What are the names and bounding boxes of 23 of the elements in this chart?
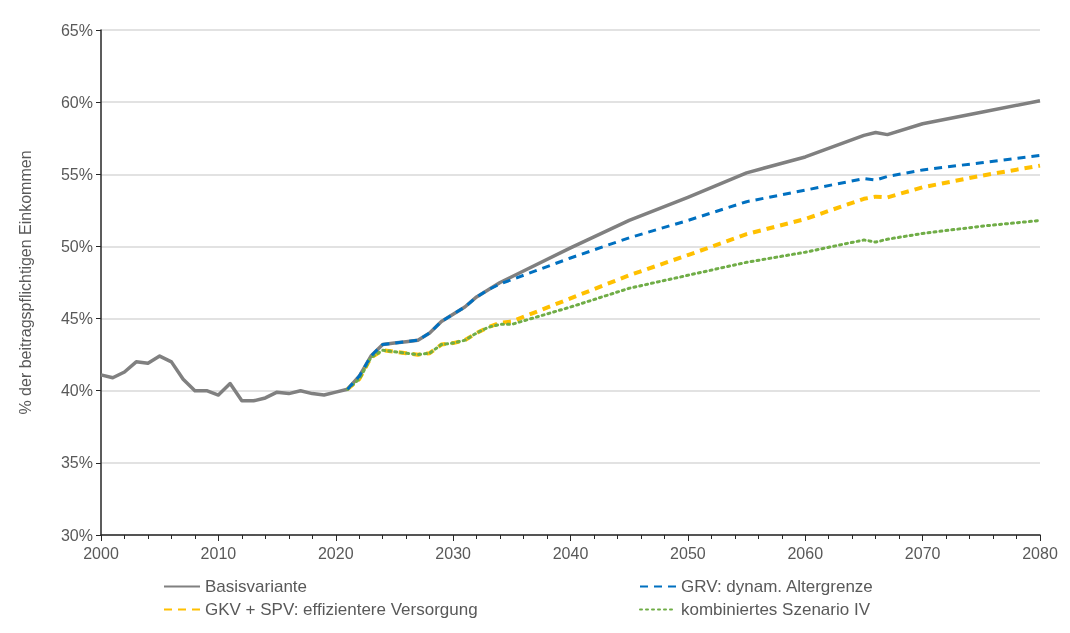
x-tick-label: 2050 <box>670 544 706 562</box>
x-tick-label: 2000 <box>83 544 119 562</box>
x-tick-label: 2080 <box>1022 544 1058 562</box>
y-tick-label: 35% <box>60 454 93 472</box>
y-tick-label: 55% <box>60 165 93 183</box>
y-tick-label: 40% <box>60 382 93 400</box>
legend-label: GKV + SPV: effizientere Versorgung <box>205 600 478 619</box>
x-tick-label: 2070 <box>904 544 941 562</box>
y-tick-label: 30% <box>60 526 93 544</box>
x-tick-label: 2020 <box>317 544 354 562</box>
x-tick-label: 2040 <box>552 544 589 562</box>
x-tick-label: 2010 <box>200 544 237 562</box>
y-tick-label: 45% <box>60 310 93 328</box>
legend-label: Basisvariante <box>205 577 308 596</box>
legend-label: GRV: dynam. Altergrenze <box>681 577 873 596</box>
line-series <box>345 218 1042 391</box>
y-tick-label: 65% <box>60 21 93 39</box>
x-tick-label: 2060 <box>787 544 824 562</box>
legend-label: kombiniertes Szenario IV <box>681 600 871 619</box>
y-tick-label: 60% <box>60 93 93 111</box>
y-tick-label: 50% <box>60 237 93 255</box>
y-axis-title: % der beitragspflichtigen Einkommen <box>16 150 34 415</box>
x-tick-label: 2030 <box>435 544 472 562</box>
